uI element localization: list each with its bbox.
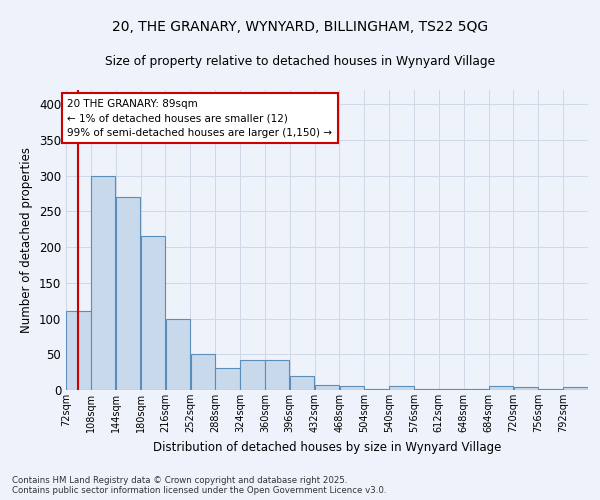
Bar bbox=[116, 197, 140, 390]
Text: Size of property relative to detached houses in Wynyard Village: Size of property relative to detached ho… bbox=[105, 55, 495, 68]
Bar bbox=[141, 236, 165, 390]
Bar bbox=[340, 386, 364, 390]
Y-axis label: Number of detached properties: Number of detached properties bbox=[20, 147, 34, 333]
Bar bbox=[365, 388, 389, 390]
Bar bbox=[67, 312, 91, 390]
Bar bbox=[191, 354, 215, 390]
Bar bbox=[514, 387, 538, 390]
Bar bbox=[215, 368, 239, 390]
Text: Contains HM Land Registry data © Crown copyright and database right 2025.
Contai: Contains HM Land Registry data © Crown c… bbox=[12, 476, 386, 495]
Bar bbox=[389, 386, 413, 390]
Text: 20 THE GRANARY: 89sqm
← 1% of detached houses are smaller (12)
99% of semi-detac: 20 THE GRANARY: 89sqm ← 1% of detached h… bbox=[67, 98, 332, 138]
Bar bbox=[166, 318, 190, 390]
X-axis label: Distribution of detached houses by size in Wynyard Village: Distribution of detached houses by size … bbox=[153, 440, 501, 454]
Bar bbox=[265, 360, 289, 390]
Bar bbox=[315, 385, 339, 390]
Bar bbox=[563, 387, 587, 390]
Bar bbox=[290, 376, 314, 390]
Bar bbox=[439, 388, 463, 390]
Bar bbox=[91, 176, 115, 390]
Bar bbox=[241, 360, 265, 390]
Bar bbox=[415, 388, 439, 390]
Text: 20, THE GRANARY, WYNYARD, BILLINGHAM, TS22 5QG: 20, THE GRANARY, WYNYARD, BILLINGHAM, TS… bbox=[112, 20, 488, 34]
Bar bbox=[489, 386, 513, 390]
